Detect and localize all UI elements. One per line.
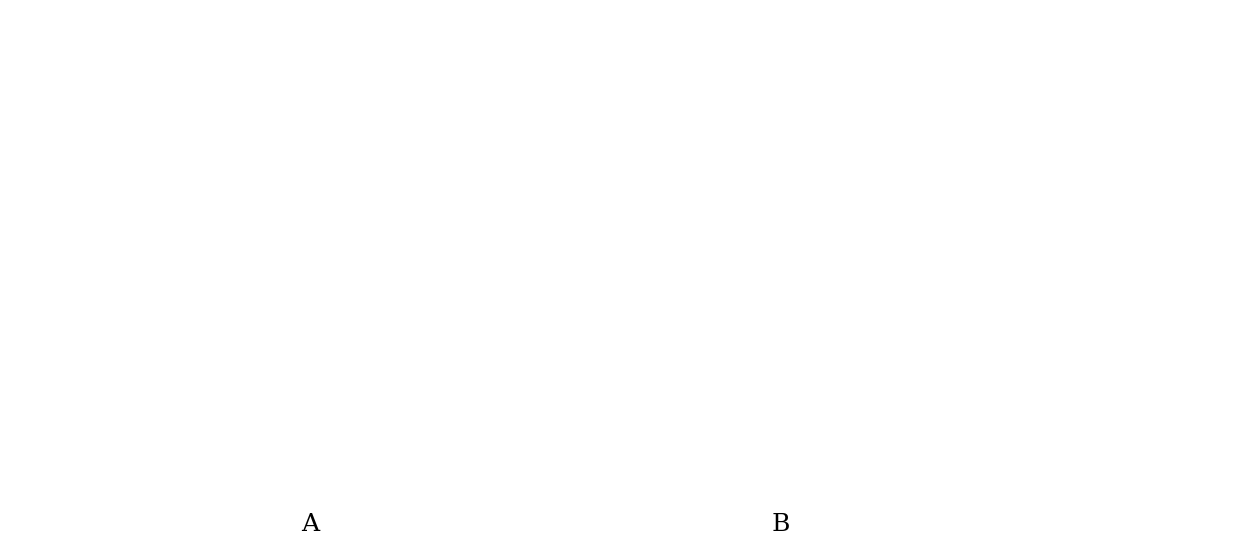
Text: SU8020 5.0kV 5.9mm x10.0k SE UI: SU8020 5.0kV 5.9mm x10.0k SE UI: [628, 478, 783, 487]
Text: 10.0μm: 10.0μm: [475, 486, 506, 495]
Text: 1.00μm: 1.00μm: [1154, 486, 1186, 495]
Text: SU8020 3.0kV 5.9mm x5.00k SE(L) 1: SU8020 3.0kV 5.9mm x5.00k SE(L) 1: [7, 478, 173, 487]
Text: B: B: [772, 513, 789, 536]
Text: A: A: [301, 513, 318, 536]
